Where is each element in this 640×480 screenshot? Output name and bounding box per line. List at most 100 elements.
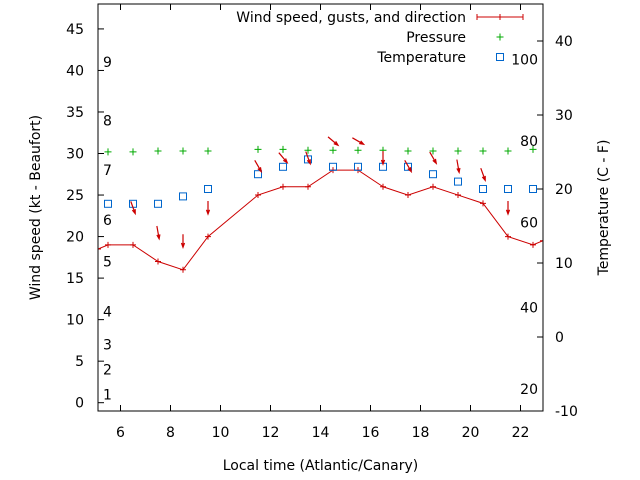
y2-tick-label: 10 (555, 256, 573, 272)
temperature-point (304, 155, 312, 164)
gust-arrow (180, 234, 186, 249)
pressure-point (129, 148, 137, 156)
pressure-point (154, 147, 162, 155)
fahrenheit-label: 40 (520, 300, 538, 316)
y-tick-label: 25 (66, 188, 84, 204)
legend-label: Pressure (406, 30, 466, 46)
wind-speed-point (530, 241, 536, 248)
wind-speed-point (405, 192, 411, 199)
fahrenheit-label: 80 (520, 134, 538, 150)
gust-arrow (404, 160, 413, 174)
gust-arrow (429, 151, 438, 165)
wind-speed-point (280, 183, 286, 190)
wind-speed-point (130, 241, 136, 248)
y-axis-title: Wind speed (kt - Beaufort) (28, 115, 44, 300)
labels-layer: 6 8 10 12 14 16 18 20 22051015202530354045-10010… (28, 22, 612, 474)
y2-tick-label: 40 (555, 34, 573, 50)
gust-arrow (254, 160, 263, 174)
y-tick-label: 45 (66, 22, 84, 38)
legend-label: Temperature (376, 50, 466, 66)
fahrenheit-label: 100 (511, 53, 538, 69)
pressure-point (254, 145, 262, 153)
temperature-point (404, 162, 412, 171)
y2-tick-label: 20 (555, 182, 573, 198)
temperature-point (429, 170, 437, 179)
x-tick-label: 16 (362, 425, 380, 441)
wind-speed-point (505, 233, 511, 240)
gust-arrow (327, 136, 340, 147)
pressure-point (504, 147, 512, 155)
gust-arrow (278, 152, 289, 164)
fahrenheit-label: 20 (520, 382, 538, 398)
plot-frame (97, 3, 544, 412)
legend-swatch-square (496, 53, 504, 61)
gust-arrow (352, 137, 366, 146)
wind-speed-point (430, 183, 436, 190)
wind-speed-point (255, 192, 261, 199)
x-tick-label: 12 (262, 425, 280, 441)
pressure-point (454, 147, 462, 155)
beaufort-label: 5 (103, 254, 112, 270)
wind-speed-point (540, 237, 543, 244)
series-layer (98, 136, 543, 273)
beaufort-label: 7 (103, 163, 112, 179)
gust-arrow (130, 201, 136, 216)
temperature-point (279, 162, 287, 171)
y2-tick-label: 30 (555, 108, 573, 124)
pressure-point (279, 145, 287, 153)
temperature-point (179, 192, 187, 201)
gust-arrow (480, 167, 486, 183)
temperature-point (329, 162, 337, 171)
pressure-point (304, 146, 312, 154)
beaufort-label: 1 (103, 387, 112, 403)
legend-swatch-plus (496, 33, 504, 41)
pressure-point (404, 147, 412, 155)
y2-axis-title: Temperature (C - F) (596, 140, 612, 277)
gust-arrow (456, 159, 461, 175)
x-tick-label: 8 (166, 425, 175, 441)
temperature-point (454, 177, 462, 186)
pressure-point (104, 148, 112, 156)
pressure-point (204, 147, 212, 155)
y2-tick-label: -10 (555, 404, 578, 420)
beaufort-label: 2 (103, 362, 112, 378)
x-tick-label: 10 (212, 425, 230, 441)
wind-speed-point (380, 183, 386, 190)
temperature-point (479, 185, 487, 193)
beaufort-label: 6 (103, 213, 112, 229)
x-tick-label: 18 (412, 425, 430, 441)
pressure-point (329, 146, 337, 154)
beaufort-label: 4 (103, 304, 112, 320)
gust-arrow (205, 201, 211, 216)
x-tick-label: 14 (312, 425, 330, 441)
y-tick-label: 35 (66, 105, 84, 121)
wind-speed-point (455, 192, 461, 199)
y-tick-label: 20 (66, 230, 84, 246)
gust-arrow (505, 201, 511, 216)
temperature-point (254, 170, 262, 179)
x-axis-title: Local time (Atlantic/Canary) (223, 458, 419, 474)
wind-speed-point (205, 233, 211, 240)
y-tick-label: 0 (75, 396, 84, 412)
gust-arrow (380, 151, 386, 166)
gust-arrow (156, 225, 161, 241)
wind-speed-point (105, 241, 111, 248)
y-tick-label: 40 (66, 63, 84, 79)
temperature-point (529, 185, 537, 193)
x-tick-label: 6 (116, 425, 125, 441)
wind-speed-line (98, 169, 543, 271)
wind-speed-point (155, 258, 161, 265)
pressure-point (179, 147, 187, 155)
legend: Wind speed, gusts, and direction Pressure… (236, 10, 524, 66)
beaufort-label: 9 (103, 55, 112, 71)
gust-arrow (305, 151, 311, 166)
wind-speed-point (180, 266, 186, 273)
temperature-point (354, 162, 362, 171)
y-tick-label: 15 (66, 271, 84, 287)
legend-swatch-ticks (476, 14, 524, 20)
beaufort-label: 3 (103, 338, 112, 354)
temperature-point (154, 199, 162, 208)
pressure-point (479, 147, 487, 155)
y-tick-label: 5 (75, 354, 84, 370)
